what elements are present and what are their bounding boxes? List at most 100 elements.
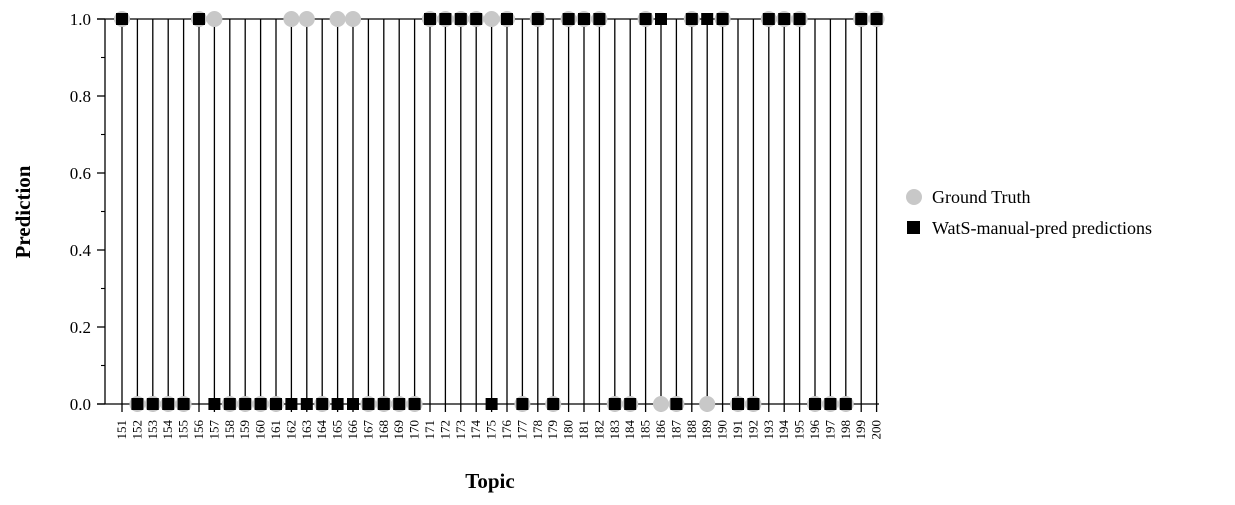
x-tick-label: 169 <box>391 420 406 440</box>
x-tick-label: 158 <box>222 420 237 440</box>
x-tick-label: 180 <box>561 420 576 440</box>
prediction-point <box>809 398 821 410</box>
prediction-point <box>116 13 128 25</box>
x-tick-label: 163 <box>299 420 314 440</box>
prediction-point <box>608 398 621 410</box>
x-tick-label: 192 <box>745 420 760 440</box>
x-tick-label: 181 <box>576 420 591 440</box>
y-tick-label: 0.0 <box>70 395 91 414</box>
prediction-point <box>485 398 498 410</box>
prediction-point <box>254 398 267 410</box>
prediction-point <box>131 398 144 410</box>
prediction-point <box>470 13 483 25</box>
prediction-point <box>146 398 159 410</box>
prediction-point <box>839 398 852 410</box>
x-tick-label: 199 <box>853 420 868 440</box>
prediction-point <box>193 13 205 25</box>
prediction-point <box>624 398 637 410</box>
x-tick-label: 191 <box>730 420 745 440</box>
prediction-point <box>408 398 421 410</box>
x-tick-label: 185 <box>638 420 653 440</box>
x-tick-label: 175 <box>484 420 499 440</box>
x-axis-title: Topic <box>465 469 514 493</box>
ground-truth-point <box>329 11 346 27</box>
prediction-point <box>162 398 175 410</box>
stem-lines <box>121 19 878 404</box>
y-tick-label: 1.0 <box>70 10 91 29</box>
x-tick-label: 176 <box>499 420 514 440</box>
ground-truth-point <box>298 11 315 27</box>
x-tick-label: 164 <box>314 420 329 440</box>
prediction-point <box>377 398 390 410</box>
prediction-point <box>516 398 529 410</box>
prediction-point <box>562 13 575 25</box>
x-tick-label: 188 <box>684 420 699 440</box>
x-tick-label: 159 <box>237 420 252 440</box>
x-tick-label: 177 <box>514 420 529 440</box>
x-tick-label: 194 <box>776 420 791 440</box>
x-tick-label: 184 <box>622 420 637 440</box>
x-ticks: 151 152 153 154 155 156 157 158 159 160 161 162 163 1… <box>114 404 884 440</box>
legend-label-ground-truth: Ground Truth <box>932 187 1031 207</box>
data-markers <box>114 11 885 412</box>
ground-truth-point <box>206 11 223 27</box>
x-tick-label: 155 <box>176 420 191 440</box>
x-tick-label: 193 <box>761 420 776 440</box>
prediction-point <box>223 398 236 410</box>
prediction-point <box>639 13 652 25</box>
x-tick-label: 183 <box>607 420 622 440</box>
x-tick-label: 171 <box>422 420 437 440</box>
y-ticks: 0.0 0.2 0.4 0.6 0.8 1.0 <box>70 10 105 414</box>
x-tick-label: 174 <box>468 420 483 440</box>
ground-truth-point <box>483 11 500 27</box>
ground-truth-point <box>699 396 716 412</box>
y-tick-label: 0.2 <box>70 318 91 337</box>
x-tick-label: 170 <box>407 420 422 440</box>
prediction-point <box>670 398 683 410</box>
x-tick-label: 190 <box>715 420 730 440</box>
x-tick-label: 161 <box>268 420 283 440</box>
prediction-point <box>824 398 837 410</box>
x-tick-label: 165 <box>330 420 345 440</box>
prediction-point <box>300 398 313 410</box>
x-tick-label: 173 <box>453 420 468 440</box>
prediction-point <box>347 398 359 410</box>
x-tick-label: 178 <box>530 420 545 440</box>
prediction-point <box>331 398 344 410</box>
ground-truth-point <box>653 396 669 412</box>
legend-label-predictions: WatS-manual-pred predictions <box>932 218 1152 238</box>
y-tick-label: 0.8 <box>70 87 91 106</box>
prediction-point <box>501 13 513 25</box>
legend-marker-predictions <box>907 221 920 234</box>
y-axis-title: Prediction <box>11 165 35 258</box>
prediction-point <box>762 13 775 25</box>
prediction-point <box>270 398 282 410</box>
x-tick-label: 166 <box>345 420 360 440</box>
prediction-point <box>578 13 590 25</box>
prediction-point <box>454 13 467 25</box>
prediction-point <box>870 13 883 25</box>
x-tick-label: 154 <box>160 420 175 440</box>
x-tick-label: 162 <box>283 420 298 440</box>
y-tick-label: 0.6 <box>70 164 91 183</box>
prediction-point <box>239 398 252 410</box>
prediction-point <box>778 13 791 25</box>
prediction-point <box>177 398 190 410</box>
prediction-point <box>655 13 667 25</box>
prediction-point <box>285 398 298 410</box>
x-tick-label: 151 <box>114 420 129 440</box>
x-tick-label: 186 <box>653 420 668 440</box>
prediction-point <box>531 13 544 25</box>
prediction-point <box>747 398 760 410</box>
x-tick-label: 152 <box>129 420 144 440</box>
prediction-point <box>393 398 406 410</box>
prediction-point <box>362 398 375 410</box>
x-tick-label: 153 <box>145 420 160 440</box>
prediction-point <box>439 13 452 25</box>
x-tick-label: 157 <box>206 420 221 440</box>
x-tick-label: 156 <box>191 420 206 440</box>
prediction-point <box>316 398 329 410</box>
x-tick-label: 195 <box>792 420 807 440</box>
